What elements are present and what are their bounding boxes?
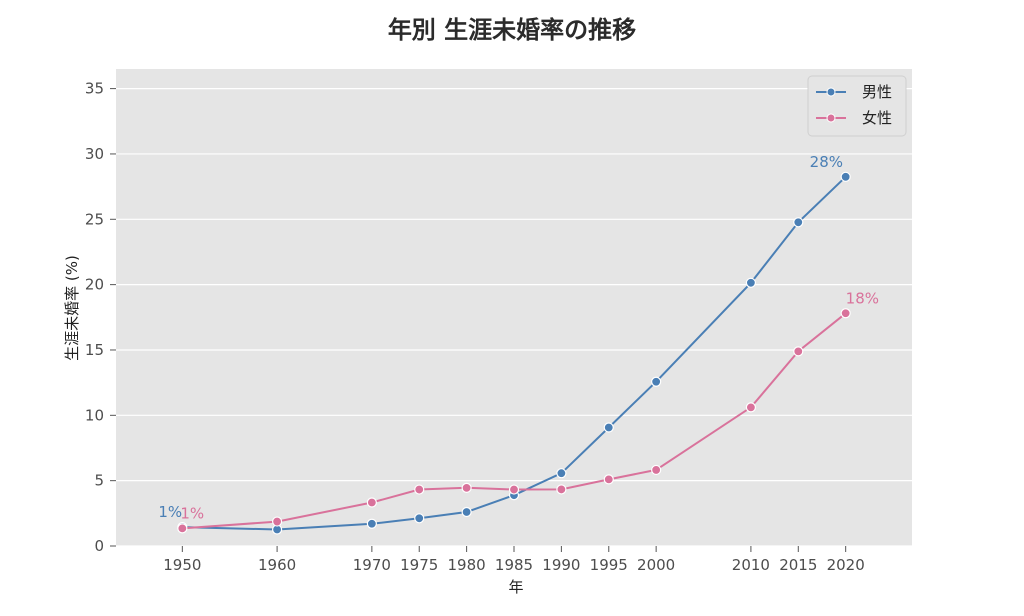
x-axis-ticks: 1950 1960 1970 1975 1980 1985 1990 1995 2000 2010…: [163, 546, 865, 574]
chart-title: 年別 生涯未婚率の推移: [388, 16, 636, 44]
y-axis-ticks: 0 5 10 15 20 25 30 35: [85, 80, 116, 555]
x-tick-label: 1995: [590, 556, 628, 574]
grid-lines: [116, 88, 912, 547]
data-point-female: [461, 482, 472, 493]
x-tick-label: 1985: [495, 556, 533, 574]
series-line-female: [182, 312, 847, 530]
y-tick-label: 10: [85, 406, 104, 424]
legend-marker-female: [826, 113, 836, 123]
x-tick-label: 1980: [448, 556, 486, 574]
y-tick-label: 35: [85, 80, 104, 98]
data-point-male: [461, 506, 472, 518]
data-point-female: [603, 474, 614, 485]
data-point-female: [793, 346, 804, 357]
data-point-male: [603, 422, 614, 433]
data-point-female: [651, 464, 662, 476]
male-first-label: 1%: [158, 503, 182, 521]
data-point-female: [414, 484, 425, 495]
y-tick-label: 20: [85, 276, 104, 294]
legend-label-female: 女性: [862, 109, 892, 127]
y-axis-label: 生涯未婚率 (%): [63, 255, 81, 361]
data-point-female: [840, 308, 851, 319]
x-tick-label: 1990: [542, 556, 580, 574]
legend-marker-male: [826, 87, 836, 97]
data-point-male: [651, 376, 662, 387]
x-axis-label: 年: [508, 578, 523, 596]
x-tick-label: 1950: [163, 556, 201, 574]
data-point-female: [556, 484, 567, 495]
data-point-male: [745, 277, 757, 288]
plot-area: [116, 69, 912, 546]
data-point-male: [840, 171, 851, 182]
y-tick-label: 0: [94, 537, 104, 555]
legend-label-male: 男性: [862, 83, 892, 101]
data-labels: 1%1% 28% 18%: [158, 153, 879, 523]
x-tick-label: 2015: [779, 556, 817, 574]
female-last-label: 18%: [846, 289, 879, 307]
data-point-female: [271, 516, 283, 527]
y-tick-label: 25: [85, 210, 104, 228]
data-point-male: [793, 217, 804, 228]
male-last-label: 28%: [810, 153, 843, 171]
data-point-male: [414, 513, 425, 524]
x-tick-label: 2010: [732, 556, 770, 574]
x-tick-label: 1960: [258, 556, 296, 574]
female-first-label: 1%: [180, 504, 204, 522]
x-tick-label: 2000: [637, 556, 675, 574]
y-tick-label: 15: [85, 341, 104, 359]
data-point-male: [556, 468, 567, 479]
data-point-female: [745, 402, 757, 413]
data-point-female: [508, 484, 520, 495]
series-line-male: [182, 176, 847, 531]
y-tick-label: 5: [94, 472, 104, 490]
series-group: [177, 171, 851, 535]
data-point-female: [177, 523, 188, 534]
x-tick-label: 2020: [827, 556, 865, 574]
y-tick-label: 30: [85, 145, 104, 163]
data-point-male: [366, 518, 377, 529]
x-tick-label: 1970: [353, 556, 391, 574]
x-tick-label: 1975: [400, 556, 438, 574]
data-point-female: [366, 497, 377, 508]
